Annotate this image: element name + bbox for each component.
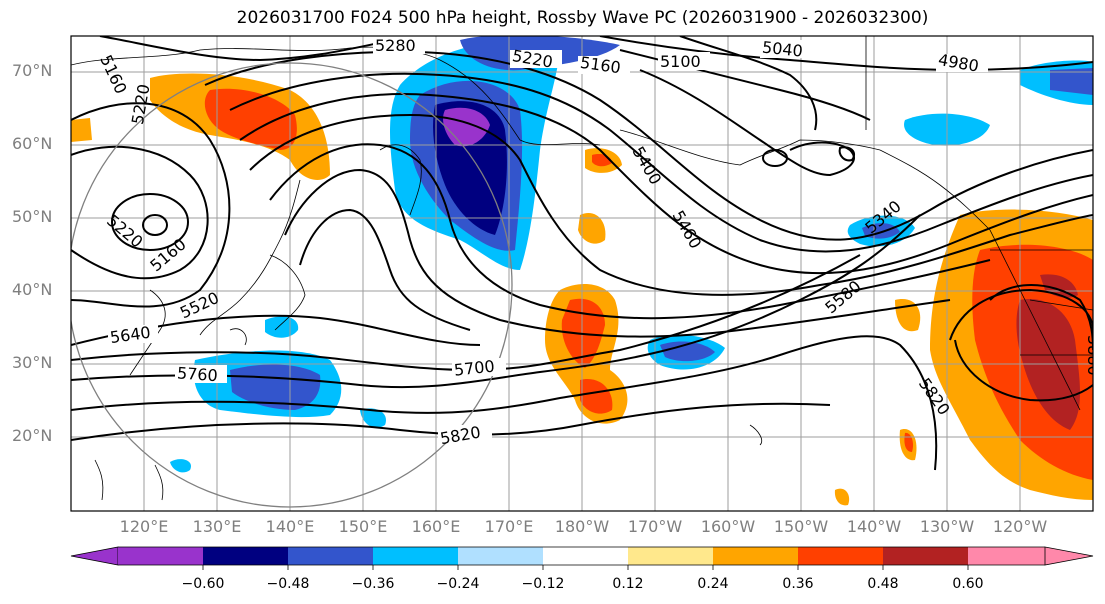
colorbar-bin [713, 547, 798, 565]
lon-label: 150°E [338, 517, 388, 536]
map-border [70, 35, 1094, 512]
colorbar-tick-label: −0.60 [181, 576, 225, 592]
anomaly-shading [71, 36, 1093, 506]
colorbar-tick-label: −0.12 [521, 576, 565, 592]
colorbar-tick-label: 0.24 [697, 576, 729, 592]
colorbar-tick-label: −0.24 [436, 576, 480, 592]
lon-label: 150°W [773, 517, 829, 536]
colorbar-bin [968, 547, 1045, 565]
colorbar-tick-label: −0.48 [266, 576, 310, 592]
contour-label: 5700 [453, 357, 495, 380]
lat-label: 50°N [12, 207, 53, 226]
lat-label: 70°N [12, 61, 53, 80]
colorbar-tick-label: 0.12 [612, 576, 644, 592]
lon-label: 160°E [411, 517, 461, 536]
lon-label: 170°E [484, 517, 534, 536]
lat-label: 60°N [12, 134, 53, 153]
lat-label: 40°N [12, 280, 53, 299]
lat-label: 30°N [12, 353, 53, 372]
colorbar-tick-label: −0.36 [351, 576, 395, 592]
colorbar-bin [288, 547, 373, 565]
colorbar-tick-label: 0.60 [952, 576, 984, 592]
lon-label: 140°W [846, 517, 902, 536]
contour-label: 5040 [761, 38, 803, 61]
colorbar-bin [118, 547, 203, 565]
colorbar-bin [628, 547, 713, 565]
lon-label: 120°W [992, 517, 1048, 536]
colorbar-max-extend [1044, 546, 1094, 566]
colorbar-bin [883, 547, 968, 565]
lon-label: 140°E [265, 517, 315, 536]
lon-label: 160°W [700, 517, 756, 536]
colorbar-bin [798, 547, 883, 565]
lat-label: 20°N [12, 426, 53, 445]
graticule [71, 36, 1093, 511]
reference-circle [71, 62, 513, 508]
contour-label: 5100 [660, 52, 701, 71]
colorbar-bin [373, 547, 458, 565]
contour-label: 5760 [176, 363, 218, 385]
colorbar [70, 546, 1094, 570]
colorbar-tick-label: 0.48 [867, 576, 899, 592]
colorbar-bin [203, 547, 288, 565]
contour-label: 5280 [375, 36, 416, 55]
lon-label: 130°E [192, 517, 242, 536]
contour-label: 5880 [1084, 335, 1103, 376]
colorbar-min-extend [70, 546, 119, 566]
colorbar-bin [543, 547, 628, 565]
lon-label: 180°W [554, 517, 610, 536]
colorbar-tick-label: 0.36 [782, 576, 814, 592]
colorbar-bin [458, 547, 543, 565]
map-title: 2026031700 F024 500 hPa height, Rossby W… [236, 8, 929, 28]
lon-label: 170°W [627, 517, 683, 536]
lon-label: 120°E [119, 517, 169, 536]
lon-label: 130°W [919, 517, 975, 536]
